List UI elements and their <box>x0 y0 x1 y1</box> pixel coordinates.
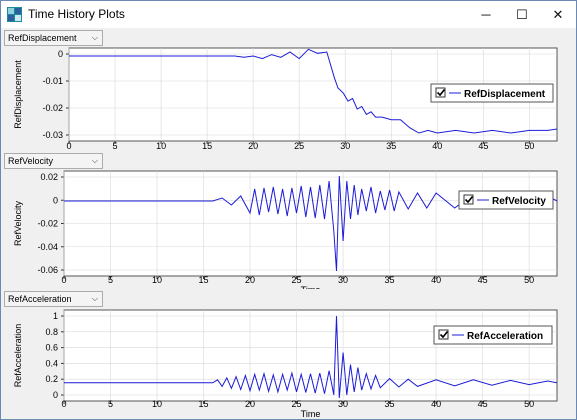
maximize-button[interactable]: ☐ <box>516 6 528 22</box>
checkmark-icon <box>464 195 474 204</box>
y-tick-label: 0.6 <box>45 343 58 353</box>
x-tick-label: 25 <box>292 399 302 409</box>
legend-checkbox[interactable] <box>435 87 446 98</box>
x-tick-label: 30 <box>340 141 350 151</box>
plot-area <box>63 309 558 402</box>
y-tick-label: 0.4 <box>45 358 58 368</box>
x-tick-label: 30 <box>338 275 348 285</box>
x-tick-label: 50 <box>524 399 534 409</box>
legend-label: RefVelocity <box>492 196 546 207</box>
x-tick-label: 45 <box>478 399 488 409</box>
x-tick-label: 0 <box>66 141 71 151</box>
series-select-dropdown[interactable]: RefAcceleration ⌵ <box>4 291 103 307</box>
y-tick-label: 0.02 <box>40 172 58 182</box>
chevron-down-icon: ⌵ <box>91 33 98 42</box>
x-tick-label: 15 <box>199 275 209 285</box>
x-tick-label: 10 <box>152 275 162 285</box>
y-tick-label: 0.2 <box>45 374 58 384</box>
dropdown-value: RefDisplacement <box>8 33 77 43</box>
legend-label: RefDisplacement <box>464 89 546 100</box>
x-tick-label: 5 <box>108 275 113 285</box>
displacement-chart: 0-0.01-0.02-0.0305101520253035404550Time… <box>13 47 558 153</box>
chevron-down-icon: ⌵ <box>91 294 98 303</box>
series-line <box>69 48 558 134</box>
series-line <box>64 175 558 272</box>
x-tick-label: 20 <box>245 275 255 285</box>
acceleration-panel: RefAcceleration ⌵ 1 0.8 0.6 0.4 0.2 0 0 5 10 15 20… <box>1 289 576 419</box>
close-button[interactable]: ✕ <box>552 6 564 22</box>
x-tick-label: 20 <box>245 399 255 409</box>
x-axis-label: Time <box>301 285 321 291</box>
title-bar[interactable]: Time History Plots ─ ☐ ✕ <box>1 1 576 28</box>
y-axis-label: RefAcceleration <box>13 324 23 388</box>
window-title: Time History Plots <box>28 7 125 21</box>
x-tick-label: 45 <box>478 141 488 151</box>
x-tick-label: 10 <box>156 141 166 151</box>
y-tick-label: -0.06 <box>37 265 58 275</box>
y-tick-label: -0.03 <box>42 130 63 140</box>
acceleration-chart: 1 0.8 0.6 0.4 0.2 00 5 10 15 20 25 30 35 40 45 50 Time Re… <box>13 309 558 419</box>
legend-box <box>458 190 554 210</box>
y-axis-label: RefDisplacement <box>13 60 23 129</box>
x-tick-label: 50 <box>524 141 534 151</box>
legend: RefVelocity <box>458 190 554 210</box>
x-tick-label: 50 <box>524 275 534 285</box>
x-tick-label: 35 <box>385 275 395 285</box>
x-tick-label: 35 <box>385 399 395 409</box>
x-tick-label: 10 <box>152 399 162 409</box>
x-tick-label: 30 <box>338 399 348 409</box>
x-tick-label: 15 <box>202 141 212 151</box>
app-icon <box>7 7 22 22</box>
dropdown-value: RefVelocity <box>8 156 54 166</box>
y-tick-label: 1 <box>53 311 58 321</box>
x-tick-label: 45 <box>478 275 488 285</box>
legend-checkbox[interactable] <box>438 329 449 340</box>
x-tick-label: 40 <box>431 399 441 409</box>
legend-box <box>430 83 554 103</box>
plots-area: RefDisplacement ⌵ 0 -0.01 -0.02 -0.03 0 5 10 15… <box>1 28 576 419</box>
x-tick-label: 15 <box>199 399 209 409</box>
checkmark-icon <box>436 88 446 97</box>
chevron-down-icon: ⌵ <box>91 156 98 165</box>
x-tick-label: 5 <box>108 399 113 409</box>
displacement-panel: RefDisplacement ⌵ 0 -0.01 -0.02 -0.03 0 5 10 15… <box>1 28 576 153</box>
y-tick-label: 0.8 <box>45 327 58 337</box>
y-tick-label: 0 <box>53 390 58 400</box>
x-tick-label: 25 <box>294 141 304 151</box>
legend-checkbox[interactable] <box>463 194 474 205</box>
x-axis-label: Time <box>301 409 321 419</box>
legend-label: RefAcceleration <box>467 331 543 342</box>
legend-box <box>433 325 553 345</box>
x-tick-label: 40 <box>432 141 442 151</box>
y-tick-label: 0 <box>58 49 63 59</box>
series-select-dropdown[interactable]: RefVelocity ⌵ <box>4 153 103 169</box>
y-tick-label: -0.02 <box>42 103 63 113</box>
y-axis-label: RefVelocity <box>13 200 23 246</box>
minimize-button[interactable]: ─ <box>481 7 491 22</box>
series-line <box>64 316 558 399</box>
x-tick-label: 0 <box>61 399 66 409</box>
x-tick-label: 25 <box>292 275 302 285</box>
x-tick-label: 20 <box>248 141 258 151</box>
x-tick-label: 5 <box>113 141 118 151</box>
x-tick-label: 35 <box>386 141 396 151</box>
legend: RefDisplacement <box>430 83 554 103</box>
y-tick-label: -0.02 <box>37 219 58 229</box>
series-select-dropdown[interactable]: RefDisplacement ⌵ <box>4 30 103 46</box>
x-tick-label: 0 <box>61 275 66 285</box>
x-tick-label: 40 <box>431 275 441 285</box>
legend: RefAcceleration <box>433 325 553 345</box>
checkmark-icon <box>439 330 449 339</box>
dropdown-value: RefAcceleration <box>8 294 72 304</box>
velocity-panel: RefVelocity ⌵ 0.02 0 -0.02 -0.04 -0.06 0 5 10 15… <box>1 151 576 291</box>
y-tick-label: 0 <box>53 195 58 205</box>
y-tick-label: -0.04 <box>37 242 58 252</box>
y-tick-label: -0.01 <box>42 76 63 86</box>
velocity-chart: 0.020-0.02-0.04-0.060 5 10 15 20 25 30 35 40 45 50… <box>13 170 558 291</box>
